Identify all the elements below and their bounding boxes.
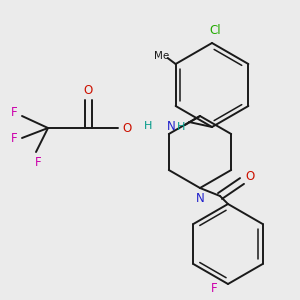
- Text: F: F: [11, 133, 17, 146]
- Text: Cl: Cl: [209, 25, 221, 38]
- Text: F: F: [211, 283, 217, 296]
- Text: N: N: [167, 119, 176, 133]
- Text: H: H: [144, 121, 152, 131]
- Text: Me: Me: [154, 51, 169, 61]
- Text: N: N: [196, 191, 204, 205]
- Text: O: O: [245, 170, 255, 184]
- Text: F: F: [11, 106, 17, 119]
- Text: F: F: [35, 155, 41, 169]
- Text: H: H: [177, 122, 185, 132]
- Text: O: O: [122, 122, 132, 134]
- Text: O: O: [83, 83, 93, 97]
